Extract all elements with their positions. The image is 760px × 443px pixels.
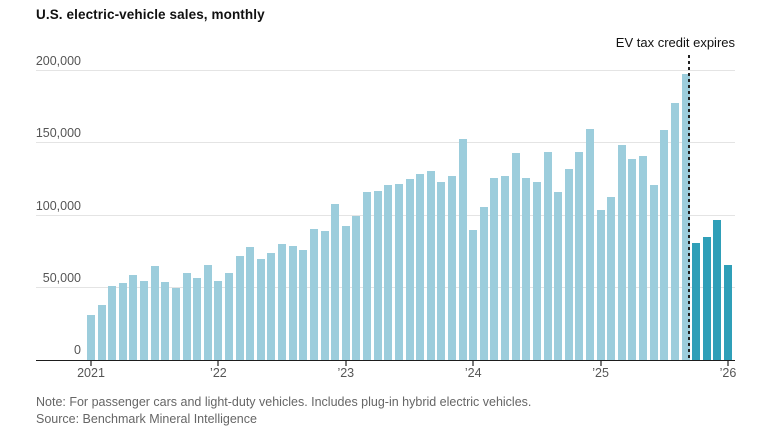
- bar-2021-06: [140, 280, 149, 360]
- bar-2025-07: [660, 130, 669, 360]
- bar-2022-09: [299, 250, 308, 360]
- bar-2024-08: [543, 151, 552, 360]
- chart-source: Source: Benchmark Mineral Intelligence: [36, 412, 257, 426]
- bar-2025-11: [702, 237, 711, 360]
- y-axis-label-100000: 100,000: [35, 198, 81, 213]
- bar-2025-05: [639, 156, 648, 360]
- bar-2021-05: [129, 274, 138, 360]
- bar-2025-10: [692, 242, 701, 360]
- gridline-200000: [36, 70, 735, 71]
- bar-2024-11: [575, 151, 584, 360]
- bar-2023-06: [394, 183, 403, 360]
- bar-2021-07: [150, 266, 159, 360]
- bar-2024-07: [532, 182, 541, 360]
- bar-2021-09: [171, 287, 180, 360]
- x-axis-tick-22: [217, 361, 220, 366]
- bar-2022-10: [309, 228, 318, 360]
- chart-title: U.S. electric-vehicle sales, monthly: [36, 7, 265, 22]
- bar-2023-09: [426, 170, 435, 360]
- bar-2023-02: [352, 215, 361, 360]
- x-axis-label-22: ’22: [210, 366, 227, 380]
- x-axis-label-23: ’23: [337, 366, 355, 380]
- bar-2024-05: [511, 153, 520, 360]
- bar-2022-04: [246, 247, 255, 360]
- bar-2023-10: [437, 182, 446, 360]
- bar-2022-06: [267, 253, 276, 360]
- bar-2025-04: [628, 159, 637, 360]
- bar-2024-10: [564, 169, 573, 360]
- bar-2022-08: [288, 245, 297, 360]
- bar-2023-07: [405, 179, 414, 360]
- bar-2023-08: [416, 173, 425, 360]
- x-axis-label-2021: 2021: [77, 366, 105, 380]
- bar-2022-03: [235, 255, 244, 360]
- bar-2023-04: [373, 190, 382, 360]
- bar-2025-03: [617, 144, 626, 360]
- bar-2025-02: [607, 196, 616, 360]
- bar-2023-12: [458, 138, 467, 360]
- x-axis-label-26: ’26: [719, 366, 737, 380]
- bar-2025-08: [670, 102, 679, 360]
- bar-2024-09: [554, 192, 563, 360]
- bar-2025-09: [681, 73, 690, 360]
- x-axis-tick-25: [599, 361, 602, 366]
- ev-tax-credit-expires-line: [687, 55, 690, 361]
- bar-2021-02: [97, 305, 106, 360]
- x-axis-label-24: ’24: [464, 366, 482, 380]
- chart-note: Note: For passenger cars and light-duty …: [36, 395, 532, 409]
- annotation-label: EV tax credit expires: [615, 35, 735, 50]
- bar-2021-01: [87, 315, 95, 360]
- x-axis-baseline: [36, 360, 735, 361]
- bar-2024-02: [479, 206, 488, 360]
- bar-2024-06: [522, 177, 531, 360]
- bar-2025-01: [596, 209, 605, 360]
- bar-2021-04: [118, 283, 127, 360]
- bar-2023-11: [447, 176, 456, 360]
- bar-2026-01: [724, 264, 732, 360]
- y-axis-label-150000: 150,000: [35, 126, 81, 141]
- bar-2024-12: [585, 128, 594, 360]
- bar-2024-01: [469, 229, 478, 360]
- bar-2021-10: [182, 273, 191, 360]
- bar-2021-08: [161, 281, 170, 360]
- x-axis-label-25: ’25: [592, 366, 609, 380]
- bar-2024-04: [501, 176, 510, 360]
- bar-2022-11: [320, 231, 329, 360]
- bar-2022-01: [214, 280, 223, 360]
- x-axis-tick-23: [344, 361, 347, 366]
- bar-2022-07: [278, 244, 287, 360]
- bar-2025-06: [649, 185, 658, 360]
- bar-2021-03: [108, 286, 117, 360]
- y-axis-label-0: 0: [74, 343, 81, 357]
- bar-2021-12: [203, 264, 212, 360]
- bar-2022-12: [331, 203, 340, 360]
- bar-2025-12: [713, 219, 722, 360]
- bar-2023-03: [363, 192, 372, 360]
- bar-2023-01: [341, 225, 350, 360]
- x-axis-tick-24: [472, 361, 475, 366]
- bar-2023-05: [384, 185, 393, 360]
- bar-2021-11: [193, 277, 202, 360]
- x-axis-tick-26: [727, 361, 729, 366]
- x-axis-tick-2021: [90, 361, 92, 366]
- y-axis-label-200000: 200,000: [35, 54, 81, 68]
- bar-2022-02: [225, 273, 234, 360]
- y-axis-label-50000: 50,000: [42, 270, 81, 285]
- gridline-150000: [36, 142, 735, 144]
- bar-2022-05: [256, 258, 265, 360]
- bar-2024-03: [490, 177, 499, 360]
